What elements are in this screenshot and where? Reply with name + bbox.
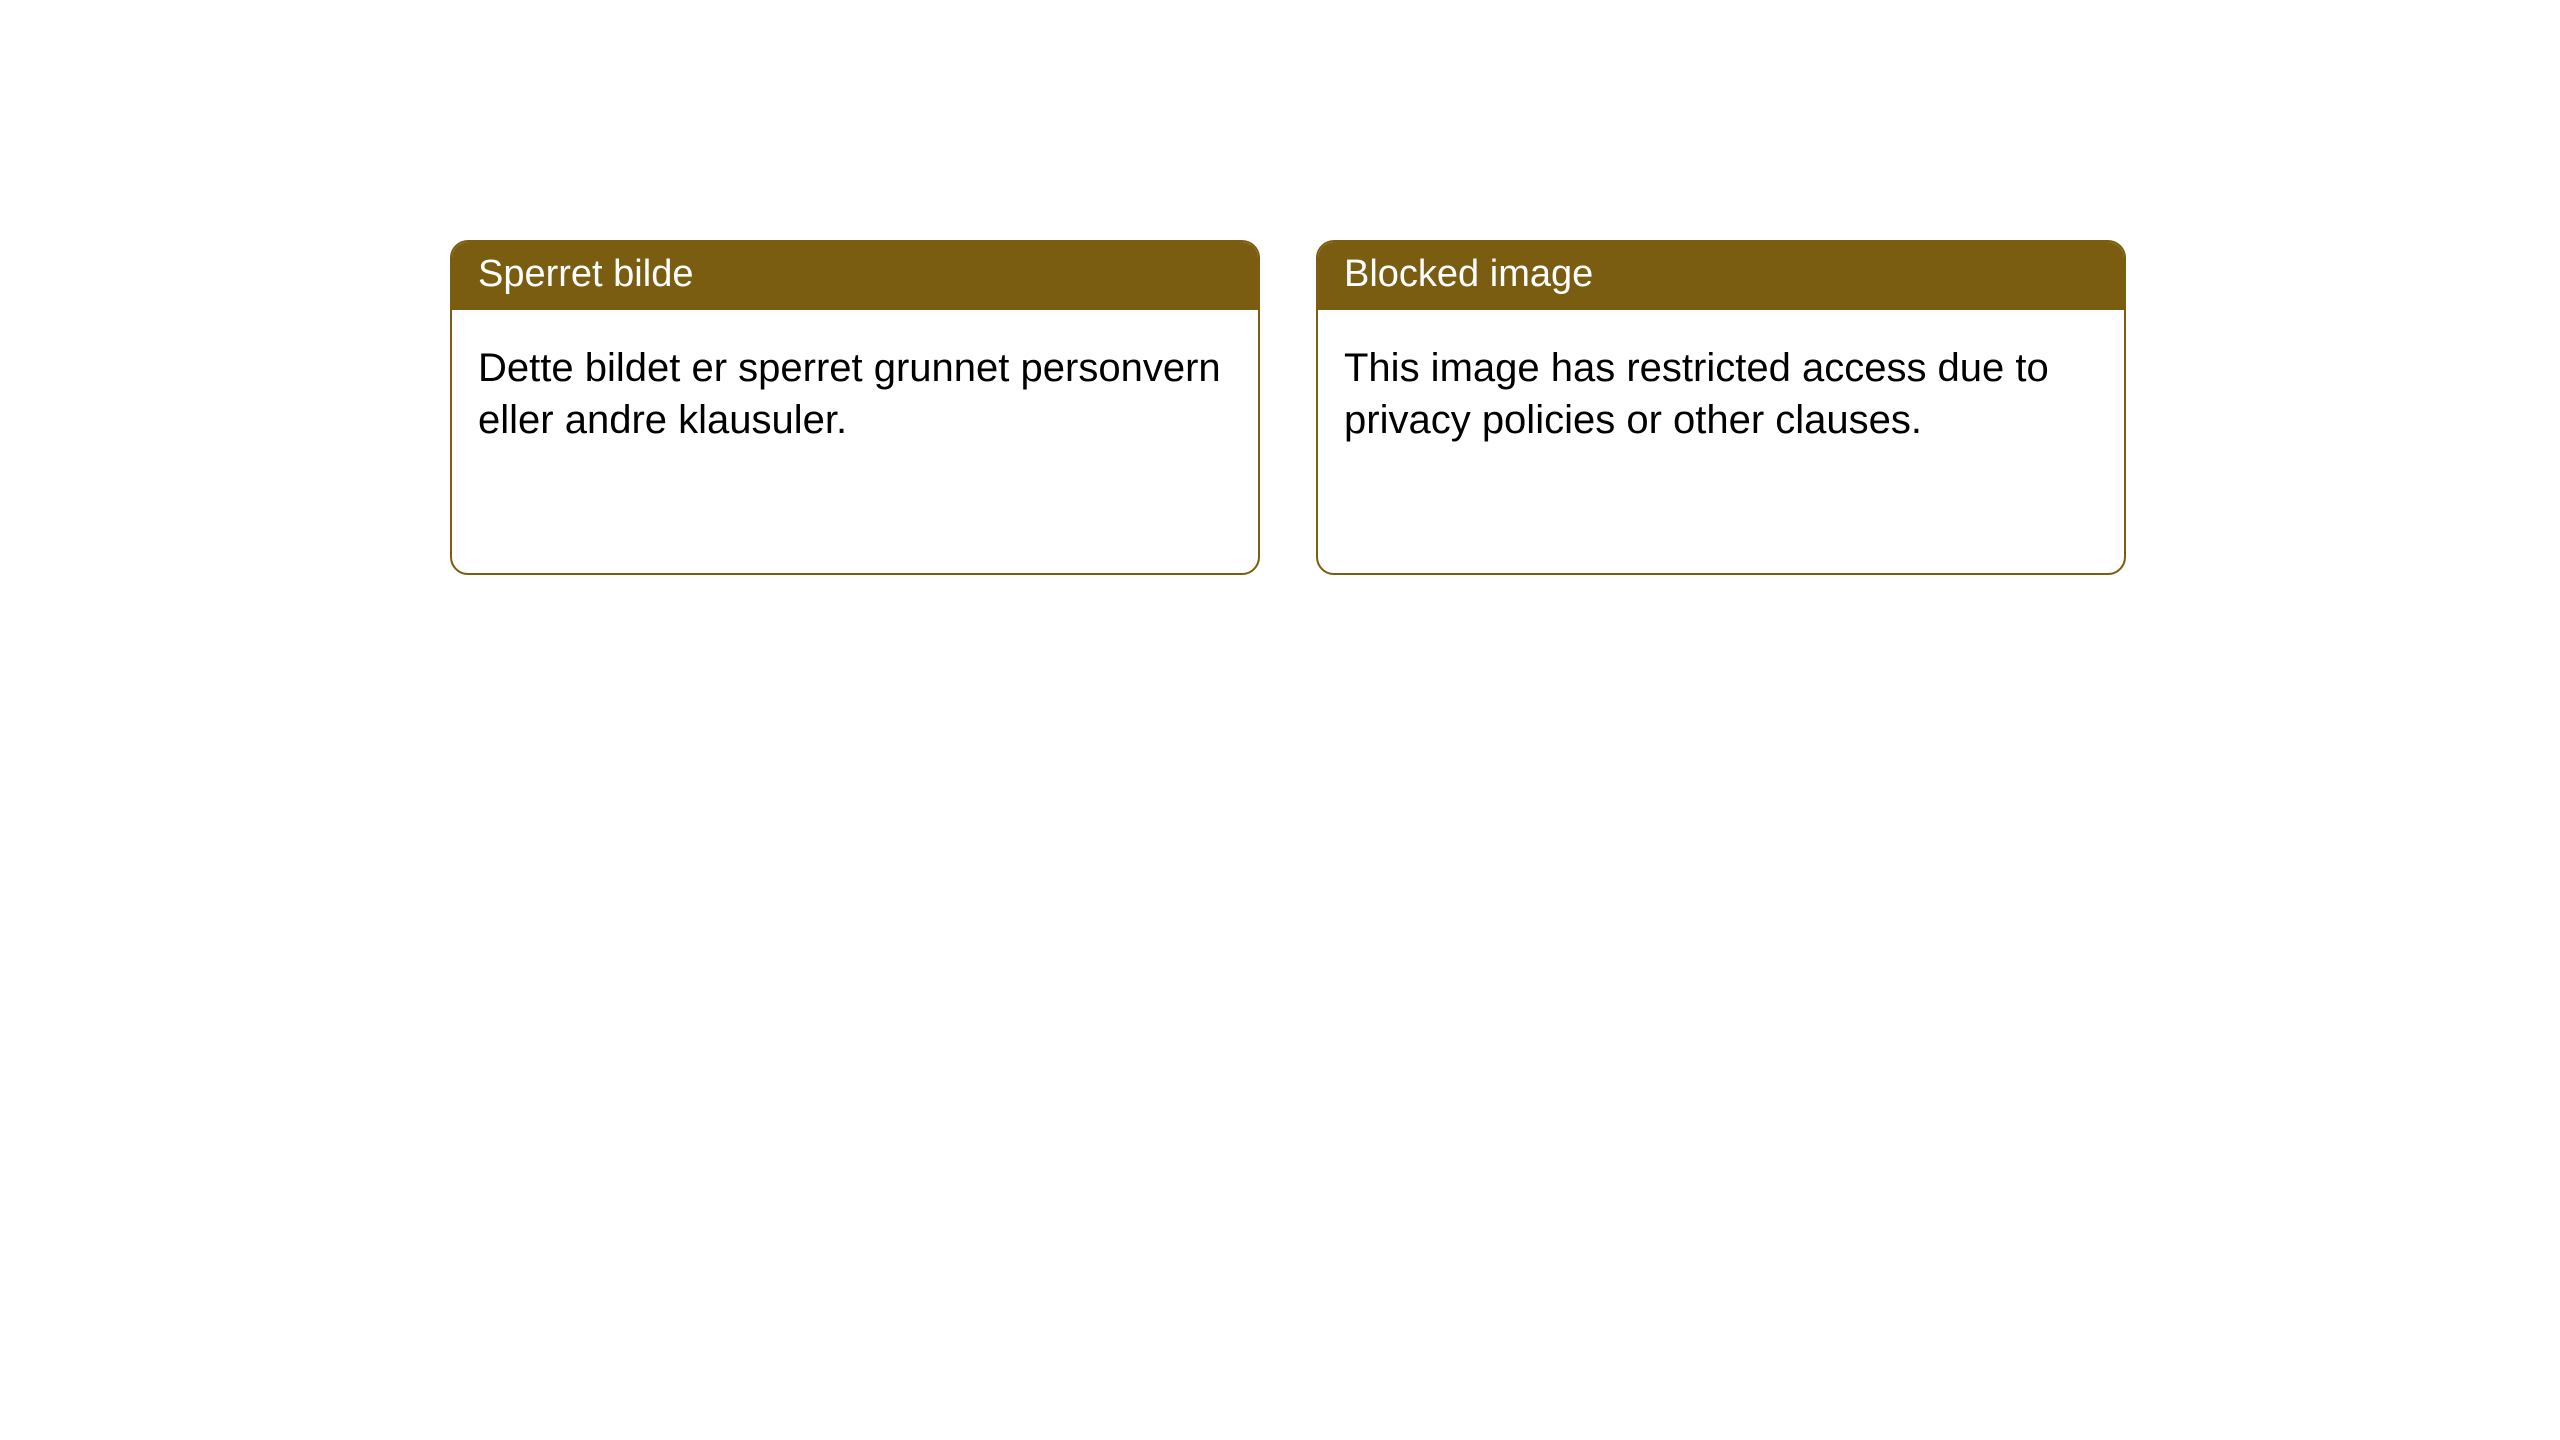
card-title-english: Blocked image [1318,242,2124,310]
notice-card-english: Blocked image This image has restricted … [1316,240,2126,575]
card-body-english: This image has restricted access due to … [1318,310,2124,478]
card-body-norwegian: Dette bildet er sperret grunnet personve… [452,310,1258,478]
notice-card-norwegian: Sperret bilde Dette bildet er sperret gr… [450,240,1260,575]
notice-container: Sperret bilde Dette bildet er sperret gr… [0,0,2560,575]
card-title-norwegian: Sperret bilde [452,242,1258,310]
